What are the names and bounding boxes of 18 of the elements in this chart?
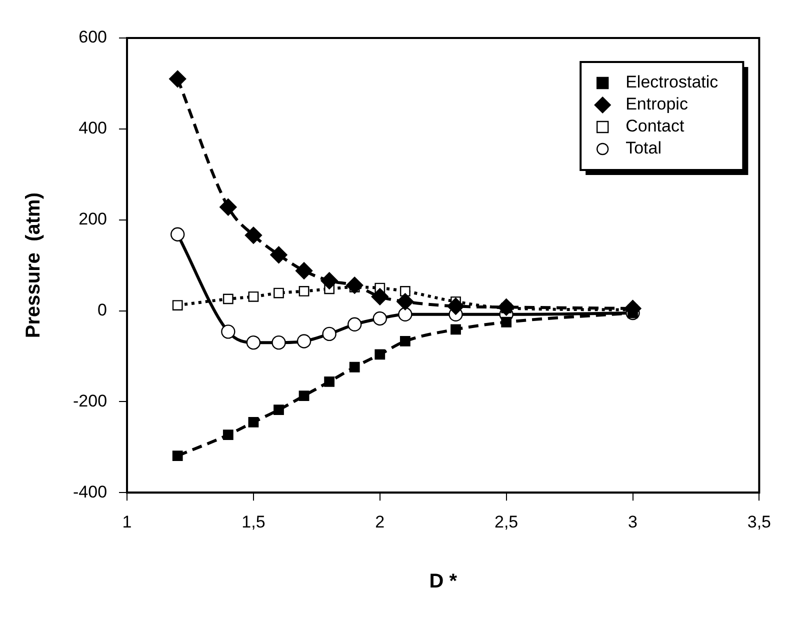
legend-label: Entropic — [626, 94, 688, 114]
legend-label: Total — [626, 138, 662, 158]
x-tick-label: 1 — [122, 512, 132, 532]
y-tick-label: -400 — [72, 482, 108, 502]
y-tick-label: 0 — [98, 300, 108, 320]
x-tick-label: 2 — [375, 512, 385, 532]
x-axis-title: D * — [429, 570, 458, 593]
x-tick-label: 3 — [628, 512, 638, 532]
y-tick-label: 400 — [78, 118, 108, 138]
y-tick-label: 200 — [78, 210, 108, 229]
legend-label: Contact — [626, 116, 684, 136]
x-tick-label: 3,5 — [747, 512, 772, 532]
y-tick-label: -200 — [72, 391, 108, 410]
x-tick-label: 1,5 — [242, 512, 266, 532]
legend-label: Electrostatic — [626, 72, 719, 92]
y-tick-label: 600 — [78, 28, 108, 47]
x-tick-label: 2,5 — [494, 512, 518, 532]
y-axis-title: Pressure (atm) — [22, 192, 45, 338]
